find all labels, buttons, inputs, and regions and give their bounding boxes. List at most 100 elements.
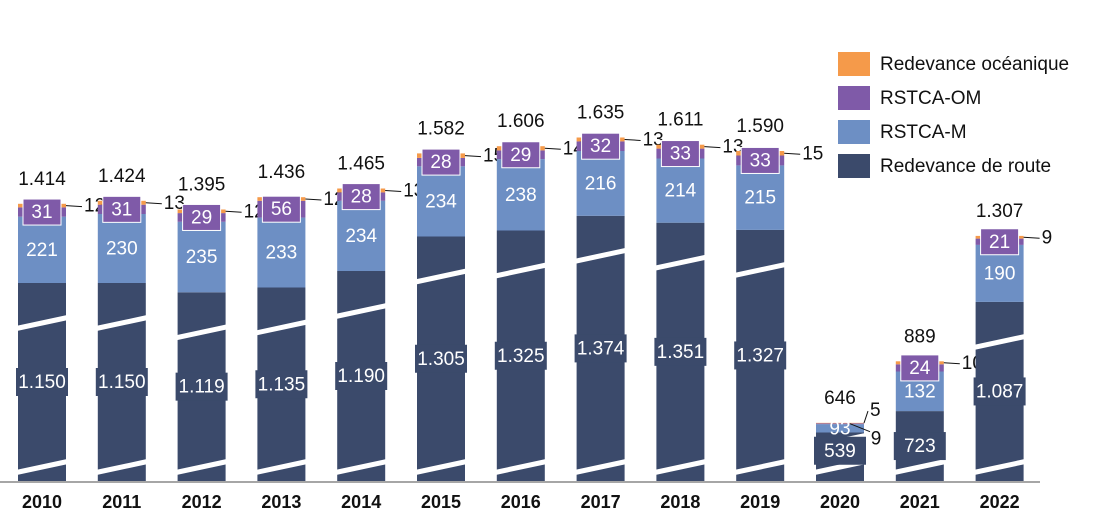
total-label: 1.424	[98, 166, 146, 187]
label-box	[814, 436, 866, 465]
value-label: 29	[510, 145, 531, 166]
axis-break	[332, 302, 390, 320]
label-box	[175, 372, 228, 401]
value-label: 1.351	[657, 342, 705, 363]
value-label: 1.327	[736, 345, 784, 366]
leader-line	[65, 205, 83, 208]
label-box	[494, 341, 547, 370]
value-label: 1.119	[179, 377, 225, 398]
label-box	[734, 341, 787, 370]
axis-break	[572, 247, 630, 265]
value-label: 221	[26, 240, 58, 261]
label-box	[973, 377, 1026, 406]
label-box	[95, 368, 148, 396]
total-label: 1.590	[736, 116, 784, 137]
axis-break	[971, 333, 1029, 351]
label-box	[740, 146, 780, 174]
x-tick-label: 2013	[261, 492, 301, 512]
total-label: 1.414	[18, 169, 66, 190]
label-box	[501, 141, 541, 169]
total-label: 646	[824, 388, 856, 409]
label-box	[182, 203, 222, 231]
x-tick-label: 2019	[740, 492, 780, 512]
value-label: 1.087	[976, 381, 1024, 402]
label-box	[660, 140, 700, 168]
value-label: 214	[665, 181, 697, 202]
total-label: 1.611	[657, 110, 703, 131]
value-label: 233	[266, 243, 298, 264]
value-label: 1.135	[258, 374, 306, 395]
x-tick-label: 2012	[182, 492, 222, 512]
x-tick-label: 2020	[820, 492, 860, 512]
leader-line	[305, 198, 322, 201]
bar-segment	[97, 214, 146, 283]
x-tick-label: 2016	[501, 492, 541, 512]
axis-break	[13, 458, 71, 476]
legend-label: Redevance de route	[880, 156, 1051, 177]
label-box	[102, 195, 142, 223]
value-label: 24	[909, 358, 931, 379]
leader-line	[624, 138, 641, 141]
value-label: 723	[904, 436, 936, 457]
axis-break	[173, 458, 231, 476]
value-label: 1.374	[577, 338, 625, 359]
x-tick-label: 2010	[22, 492, 62, 512]
leader-line	[704, 146, 721, 149]
axis-break	[971, 458, 1029, 476]
axis-break	[412, 268, 470, 285]
axis-break	[492, 262, 550, 279]
x-tick-label: 2022	[980, 492, 1020, 512]
leader-line	[1023, 236, 1040, 239]
bar-segment	[656, 158, 705, 223]
axis-break	[93, 314, 151, 332]
value-label: 132	[904, 381, 936, 402]
value-label: 190	[984, 263, 1016, 284]
value-label: 234	[425, 191, 457, 212]
value-label: 216	[585, 173, 617, 194]
axis-break	[572, 458, 630, 476]
value-label: 56	[271, 199, 292, 220]
axis-break	[93, 458, 151, 476]
value-label: 93	[829, 418, 850, 439]
bar-segment	[337, 200, 386, 271]
axis-break	[13, 314, 71, 332]
x-tick-label: 2018	[660, 492, 700, 512]
value-label: 28	[430, 152, 451, 173]
value-label: 29	[191, 207, 212, 228]
bar-segment	[496, 159, 545, 231]
legend-swatch	[838, 120, 870, 144]
value-label: 5	[870, 400, 881, 421]
label-box	[421, 148, 461, 176]
bar-segment	[177, 221, 226, 293]
label-box	[335, 362, 388, 390]
value-label: 21	[989, 232, 1010, 253]
value-label: 31	[31, 202, 52, 223]
label-box	[574, 334, 627, 363]
axis-break	[332, 458, 390, 476]
total-label: 889	[904, 326, 936, 347]
bar-segment	[816, 423, 864, 425]
x-tick-label: 2017	[581, 492, 621, 512]
bar-segment	[417, 166, 465, 237]
label-box	[16, 368, 68, 396]
value-label: 1.325	[497, 346, 545, 367]
axis-break	[252, 458, 310, 476]
value-label: 230	[106, 239, 138, 260]
leader-line	[225, 210, 242, 213]
label-box	[261, 195, 301, 223]
leader-line	[943, 362, 960, 365]
value-label: 1.150	[18, 372, 66, 393]
axis-break	[252, 319, 310, 336]
value-label: 28	[351, 187, 372, 208]
value-label: 33	[750, 150, 771, 171]
leader-line	[784, 152, 801, 155]
label-box	[893, 432, 946, 461]
total-label: 1.465	[337, 154, 385, 175]
value-label: 1.190	[337, 366, 385, 387]
label-box	[980, 228, 1020, 256]
leader-line	[863, 410, 869, 424]
value-label: 234	[345, 226, 377, 247]
x-tick-label: 2021	[900, 492, 940, 512]
leader-line	[145, 202, 162, 205]
